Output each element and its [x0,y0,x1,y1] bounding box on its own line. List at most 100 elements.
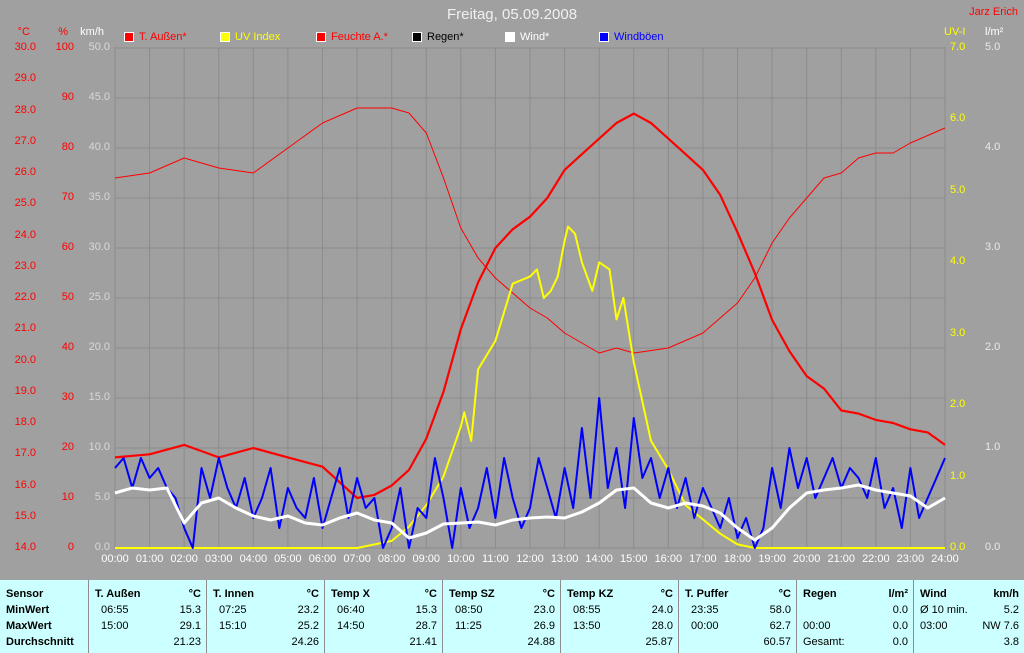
legend-swatch [124,32,134,42]
time-tick-label: 19:00 [758,553,786,565]
kmh-tick-label: 25.0 [88,291,110,303]
summary-cell-label: 03:00 [920,620,948,632]
summary-cell-value: 0.0 [892,636,908,648]
humidity-tick-label: 100 [55,41,74,53]
humidity-tick-label: 40 [61,341,74,353]
time-tick-label: 09:00 [412,553,441,565]
summary-cell-value: °C [660,588,673,600]
temp-tick-label: 25.0 [14,197,36,210]
series-line-wind [114,483,946,542]
summary-cell-label: 11:25 [455,620,482,632]
temp-tick-label: 21.0 [14,322,36,335]
summary-cell-value: 25.2 [297,620,319,632]
legend-item: UV Index [220,31,280,43]
summary-cell-value: 23.2 [297,604,319,616]
kmh-tick-label: 50.0 [88,41,110,53]
time-tick-label: 24:00 [931,553,959,565]
rain-tick-label: 4.0 [985,141,1001,153]
temp-tick-label: 27.0 [14,134,36,147]
rain-tick-label: 0.0 [985,541,1001,553]
summary-label-column: Sensor MinWert MaxWert Durchschnitt [0,580,88,653]
uv-tick-label: 0.0 [950,541,966,553]
avg-label: Durchschnitt [6,636,74,648]
legend-item: T. Außen* [124,31,187,43]
summary-cell-label: Gesamt: [803,636,845,648]
uv-tick-label: 5.0 [950,183,966,196]
time-tick-label: 23:00 [896,553,925,565]
temp-tick-label: 28.0 [14,103,36,116]
summary-column: Regen l/m² 0.0 00:00 0.0 Gesamt: 0.0 [796,580,914,653]
summary-cell-label: 00:00 [803,620,831,632]
time-tick-label: 22:00 [862,553,890,565]
min-label: MinWert [6,604,50,616]
temp-tick-label: 23.0 [14,259,36,272]
summary-cell-value: 58.0 [769,604,791,616]
summary-cell-label: Temp KZ [567,588,614,600]
time-tick-label: 21:00 [827,553,856,565]
summary-cell-label: 15:10 [219,620,247,632]
summary-table: Sensor MinWert MaxWert Durchschnitt T. A… [0,580,1024,653]
summary-cell-value: 24.26 [291,636,319,648]
rain-unit-label: l/m² [985,26,1004,38]
summary-cell-label: 23:35 [691,604,719,616]
summary-cell-value: 0.0 [892,620,908,632]
time-tick-label: 11:00 [482,553,509,565]
temp-unit-label: °C [17,26,30,38]
summary-cell-label: T. Puffer [685,588,729,600]
uv-tick-label: 4.0 [950,255,966,268]
series-line-uv-index [115,225,945,549]
summary-cell-label: 06:40 [337,604,365,616]
temp-tick-label: 19.0 [14,384,36,397]
kmh-tick-label: 45.0 [88,91,110,103]
time-tick-label: 02:00 [170,553,198,565]
rain-tick-label: 2.0 [985,341,1001,353]
summary-cell-value: °C [778,588,791,600]
legend-swatch [316,32,326,42]
time-tick-label: 04:00 [239,553,268,565]
max-label: MaxWert [6,620,52,632]
legend-label: T. Außen* [139,31,187,43]
summary-cell-value: 29.1 [179,620,201,632]
summary-cell-label: Wind [920,588,947,600]
time-tick-label: 08:00 [377,553,406,565]
sensor-header: Sensor [6,588,44,600]
summary-cell-value: 24.88 [527,636,555,648]
summary-column: T. Puffer °C 23:35 58.0 00:00 62.7 60.57 [678,580,797,653]
uv-tick-label: 7.0 [950,41,966,53]
time-tick-label: 00:00 [101,553,129,565]
kmh-tick-label: 15.0 [88,391,110,403]
time-tick-label: 20:00 [792,553,821,565]
summary-cell-value: °C [542,588,555,600]
summary-cell-value: 62.7 [769,620,791,632]
summary-cell-value: l/m² [888,588,908,600]
summary-column: T. Außen °C 06:55 15.3 15:00 29.1 21.23 [88,580,207,653]
temp-tick-label: 22.0 [14,291,36,303]
temp-tick-label: 17.0 [14,447,36,460]
legend-label: Regen* [427,31,464,43]
summary-cell-label: T. Innen [213,588,254,600]
legend-item: Regen* [412,31,464,43]
temp-tick-label: 16.0 [14,478,36,491]
temp-tick-label: 24.0 [14,228,36,241]
summary-cell-value: 21.23 [173,636,201,648]
legend-swatch [505,32,515,42]
uv-tick-label: 1.0 [950,469,966,482]
chart-title: Freitag, 05.09.2008 [446,6,578,23]
summary-cell-value: 28.7 [415,620,437,632]
summary-cell-label: 07:25 [219,604,247,616]
summary-cell-label: 06:55 [101,604,129,616]
legend-swatch [412,32,422,42]
series-line-t-au-en [114,112,946,500]
legend-item: Feuchte A.* [316,31,388,43]
kmh-tick-label: 35.0 [88,191,110,203]
legend-swatch [599,32,609,42]
time-tick-label: 17:00 [689,553,717,565]
rain-tick-label: 3.0 [985,241,1001,253]
temp-tick-label: 20.0 [14,353,36,366]
uv-tick-label: 3.0 [950,326,966,339]
summary-cell-value: 3.8 [1003,636,1019,648]
kmh-tick-label: 5.0 [94,491,110,503]
summary-cell-value: 23.0 [533,604,555,616]
summary-column: Wind km/h Ø 10 min. 5.2 03:00 NW 7.6 3.8 [913,580,1024,653]
summary-cell-label: 00:00 [691,620,719,632]
